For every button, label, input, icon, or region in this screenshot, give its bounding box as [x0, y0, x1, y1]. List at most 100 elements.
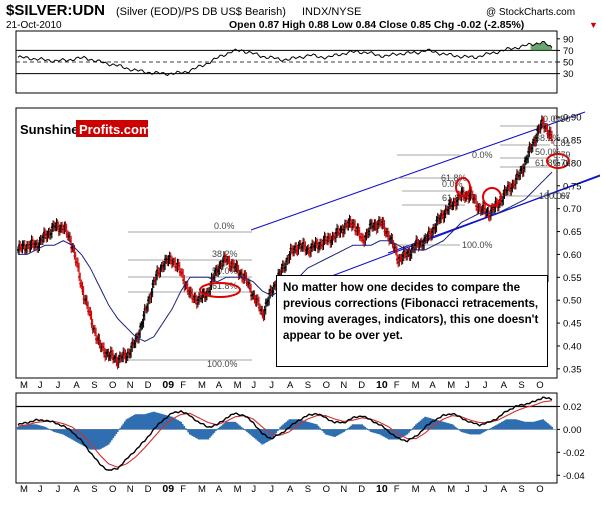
histogram-bar	[387, 429, 391, 440]
histogram-bar	[78, 429, 81, 444]
histogram-bar	[501, 421, 504, 430]
histogram-bar	[188, 429, 192, 435]
histogram-bar	[202, 429, 205, 440]
histogram-bar	[403, 429, 406, 437]
histogram-bar	[108, 429, 112, 443]
histogram-bar	[178, 420, 181, 430]
histogram-bar	[220, 425, 223, 430]
macd-layer: 0.02 0.00 -0.02 -0.04	[16, 396, 585, 482]
histogram-bar	[487, 429, 490, 430]
histogram-bar	[440, 421, 443, 430]
macd-x-tick-label: A	[501, 484, 508, 495]
macd-x-tick-label: M	[234, 484, 242, 495]
histogram-bar	[347, 428, 350, 430]
histogram-bar	[449, 423, 453, 430]
histogram-bar	[522, 421, 525, 430]
price-x-tick-label: S	[305, 380, 311, 391]
histogram-bar	[253, 429, 256, 439]
histogram-bar	[104, 429, 107, 447]
histogram-bar	[228, 421, 231, 430]
histogram-bar	[483, 429, 486, 432]
histogram-bar	[336, 429, 339, 436]
histogram-bar	[354, 424, 357, 430]
histogram-bar	[252, 429, 255, 437]
histogram-bar	[413, 426, 416, 430]
histogram-bar	[65, 429, 68, 437]
macd-x-tick-label: J	[483, 484, 488, 495]
histogram-bar	[154, 412, 157, 430]
trend-channel-line-1	[250, 111, 586, 231]
price-tick-label: 0.65	[563, 227, 582, 238]
histogram-bar	[98, 429, 101, 450]
histogram-bar	[439, 420, 442, 430]
histogram-bar	[136, 414, 139, 430]
price-x-tick-label: 09	[162, 379, 174, 391]
histogram-bar	[523, 421, 526, 430]
histogram-bar	[271, 429, 275, 438]
histogram-bar	[380, 429, 383, 436]
macd-x-tick-label: S	[91, 484, 97, 495]
histogram-bar	[528, 421, 531, 430]
histogram-bar	[244, 429, 247, 431]
macd-x-tick-label: A	[216, 484, 223, 495]
histogram-bar	[330, 429, 333, 437]
histogram-bar	[360, 424, 364, 430]
rsi-tick-label: 30	[563, 69, 574, 80]
histogram-bar	[213, 429, 216, 433]
histogram-bar	[478, 429, 481, 435]
histogram-bar	[495, 425, 498, 430]
histogram-bar	[127, 418, 130, 430]
histogram-bar	[155, 412, 158, 430]
price-tick-label: 0.60	[563, 250, 582, 261]
rsi-tick-label: 50	[563, 58, 574, 69]
histogram-bar	[68, 429, 71, 438]
histogram-bar	[418, 421, 421, 430]
histogram-bar	[283, 423, 287, 430]
histogram-bar	[510, 419, 513, 430]
histogram-bar	[69, 429, 72, 439]
histogram-bar	[448, 423, 451, 430]
histogram-bar	[238, 425, 241, 430]
histogram-bar	[532, 421, 535, 430]
histogram-bar	[175, 419, 178, 430]
histogram-bar	[169, 416, 172, 430]
histogram-bar	[209, 429, 213, 437]
histogram-bar	[507, 419, 510, 430]
price-x-tick-label: M	[234, 380, 242, 391]
histogram-bar	[306, 421, 309, 430]
histogram-bar	[80, 429, 83, 445]
histogram-bar	[182, 426, 186, 430]
histogram-bar	[214, 429, 217, 432]
histogram-bar	[146, 413, 149, 430]
histogram-bar	[502, 420, 505, 430]
price-x-tick-label: J	[269, 380, 274, 391]
histogram-bar	[436, 420, 439, 430]
histogram-bar	[519, 420, 522, 430]
histogram-bar	[16, 426, 20, 430]
histogram-bar	[351, 424, 354, 430]
price-x-tick-label: J	[483, 380, 488, 391]
histogram-bar	[386, 429, 389, 439]
rsi-tick-label: 70	[563, 46, 574, 57]
fib-label: 61.8%	[441, 173, 467, 183]
histogram-bar	[427, 417, 430, 430]
histogram-bar	[203, 429, 207, 440]
histogram-bar	[298, 419, 302, 430]
fib-label: 0.0%	[442, 179, 463, 189]
price-x-tick-label: O	[536, 380, 543, 391]
histogram-bar	[199, 429, 202, 440]
histogram-bar	[430, 418, 433, 430]
histogram-bar	[102, 429, 106, 448]
histogram-bar	[110, 429, 113, 441]
fib-label: 61.8%	[212, 281, 238, 291]
histogram-bar	[122, 423, 125, 430]
histogram-bar	[149, 412, 152, 430]
price-tick-label: 0.75	[563, 181, 582, 192]
histogram-bar	[288, 419, 291, 430]
histogram-bar	[314, 423, 317, 430]
macd-tick-label: -0.04	[563, 471, 585, 482]
chart-source: @ StockCharts.com	[486, 7, 575, 18]
histogram-bar	[234, 421, 237, 430]
histogram-bar	[431, 418, 434, 430]
histogram-bar	[348, 426, 351, 430]
